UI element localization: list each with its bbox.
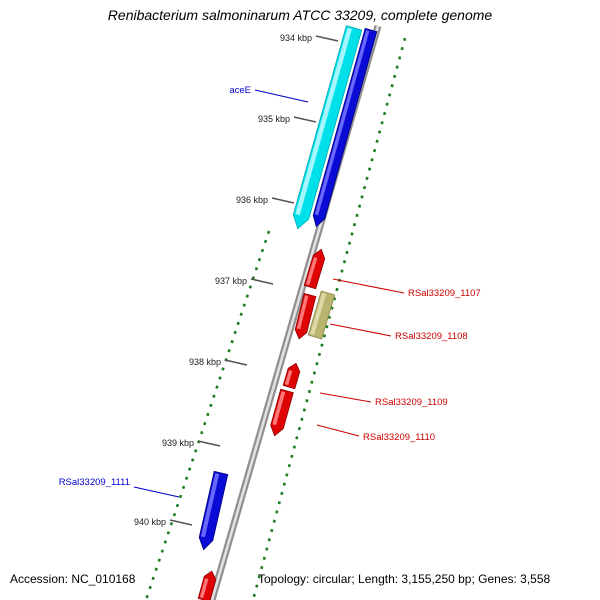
label-leader-line [316,424,360,437]
gene-label-RSal33209_1109[interactable]: RSal33209_1109 [375,397,448,408]
scale-tick-label: 937 kbp [215,276,247,286]
gene-highlight [200,473,220,538]
scale-tick [250,278,274,285]
scale-tick-label: 936 kbp [236,195,268,205]
scale-tick-label: 934 kbp [280,33,312,43]
label-leader-line [254,89,309,103]
gene-highlight [296,295,309,330]
accession-text: Accession: NC_010168 [10,572,136,586]
scale-tick-label: 938 kbp [189,357,221,367]
gc-dotted-lines [144,37,407,600]
gene-label-RSal33209_1107[interactable]: RSal33209_1107 [408,288,481,299]
label-leader-lines [133,89,405,498]
scale-tick [224,359,248,366]
gene-label-aceE[interactable]: aceE [229,85,251,96]
gene-RSal33209_1109[interactable] [282,362,301,390]
label-leader-line [133,486,180,498]
gene-label-RSal33209_1111[interactable]: RSal33209_1111 [59,477,130,488]
label-leader-line [319,392,372,403]
gene-highlight [295,27,352,216]
scale-tick [271,197,295,204]
gene-highlight [314,30,370,216]
gc-content-dotted-line [144,230,271,600]
gene-highlight [272,391,286,426]
scale-tick [197,440,221,447]
scale-tick-label: 940 kbp [134,517,166,527]
gene-label-RSal33209_1108[interactable]: RSal33209_1108 [395,331,468,342]
summary-text: Topology: circular; Length: 3,155,250 bp… [258,572,551,586]
map-title: Renibacterium salmoninarum ATCC 33209, c… [108,7,493,23]
scale-tick [293,116,317,123]
gene-highlight [305,257,318,286]
gene-label-RSal33209_1110[interactable]: RSal33209_1110 [363,432,435,443]
label-leader-line [329,323,392,337]
gc-content-dotted-line [251,37,407,600]
gene-highlight [310,292,327,336]
label-leader-line [332,278,405,294]
scale-tick [315,35,339,42]
gene-labels: aceE RSal33209_1107 RSal33209_1108 RSal3320… [59,85,481,488]
scale-tick-label: 935 kbp [258,114,290,124]
scale-tick [169,519,193,526]
gene-feature[interactable] [312,27,378,228]
gene-highlight [199,578,209,599]
gene-aceE[interactable] [292,25,363,230]
gene-features [197,25,378,600]
scale-tick-label: 939 kbp [162,438,194,448]
gene-highlight [284,370,293,386]
scale-ticks: 934 kbp 935 kbp 936 kbp 937 kbp 938 kbp 939 k… [134,33,339,527]
